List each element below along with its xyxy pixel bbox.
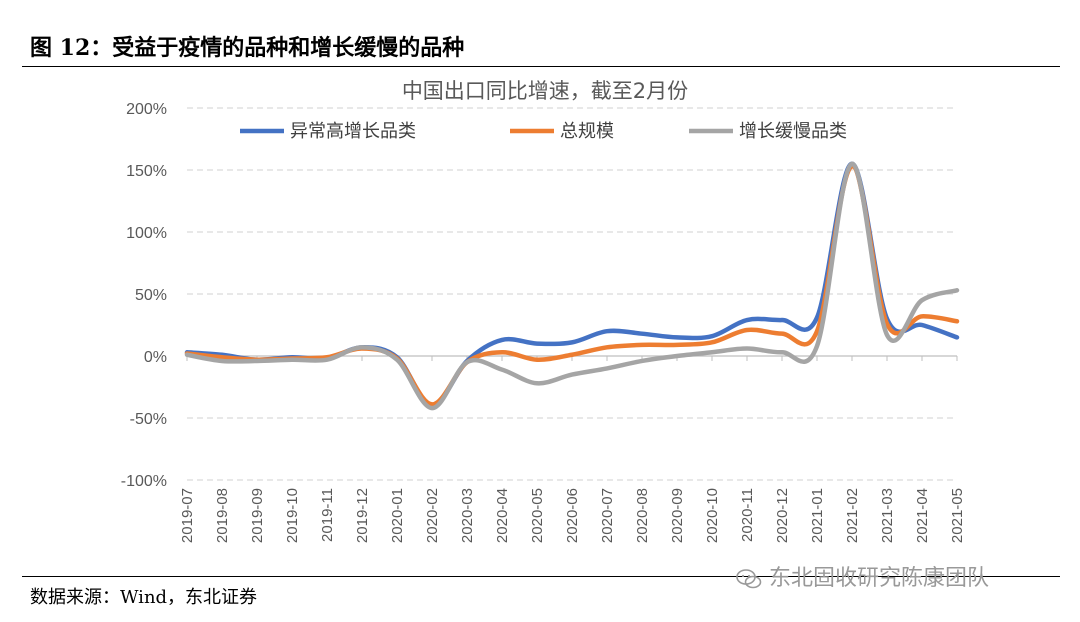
legend-label: 总规模 (560, 121, 614, 142)
x-tick-label: 2019-09 (249, 488, 266, 543)
x-tick-label: 2021-02 (844, 488, 861, 543)
y-axis-ticks: 200% 150% 100% 50% 0% -50% -100% (121, 101, 167, 490)
x-tick-label: 2020-04 (494, 488, 511, 543)
x-tick-label: 2020-03 (459, 488, 476, 543)
source-note: 数据来源：Wind，东北证券 (30, 587, 258, 608)
y-tick-label: 100% (126, 225, 167, 242)
y-tick-label: 0% (144, 349, 167, 366)
series-lines (184, 161, 960, 411)
x-tick-label: 2020-02 (424, 488, 441, 543)
x-tick-label: 2020-09 (669, 488, 686, 543)
legend-label: 增长缓慢品类 (739, 121, 847, 142)
series-line-3 (184, 161, 960, 411)
x-tick-label: 2020-07 (599, 488, 616, 543)
y-tick-label: -50% (130, 411, 167, 428)
top-rule (22, 66, 1060, 67)
x-tick-label: 2020-11 (739, 488, 756, 542)
x-tick-label: 2020-10 (704, 488, 721, 543)
x-tick-label: 2019-07 (179, 488, 196, 543)
x-tick-label: 2020-06 (564, 488, 581, 543)
watermark-text: 东北固收研究陈康团队 (769, 566, 990, 591)
wechat-icon (736, 569, 762, 589)
y-tick-label: -100% (121, 473, 167, 490)
x-tick-label: 2020-12 (774, 488, 791, 543)
y-tick-label: 50% (135, 287, 167, 304)
watermark: 东北固收研究陈康团队 (735, 560, 989, 592)
x-axis: 2019-07 2019-08 2019-09 2019-10 2019-11 2019-… (179, 355, 966, 543)
x-tick-label: 2019-11 (319, 488, 336, 542)
bottom-rule (22, 576, 1060, 577)
x-tick-label: 2021-01 (809, 488, 826, 543)
x-tick-label: 2021-04 (914, 488, 931, 543)
y-tick-label: 150% (126, 163, 167, 180)
legend-label: 异常高增长品类 (290, 121, 416, 142)
x-tick-label: 2019-10 (284, 488, 301, 543)
legend: 异常高增长品类 总规模 增长缓慢品类 (240, 121, 847, 142)
x-tick-label: 2019-12 (354, 488, 371, 543)
chart-title: 中国出口同比增速，截至2月份 (402, 79, 688, 103)
gridlines (187, 107, 957, 481)
x-tick-label: 2021-03 (879, 488, 896, 543)
x-tick-label: 2020-05 (529, 488, 546, 543)
x-tick-label: 2020-08 (634, 488, 651, 543)
x-tick-label: 2020-01 (389, 488, 406, 543)
x-tick-label: 2019-08 (214, 488, 231, 543)
x-tick-label: 2021-05 (949, 488, 966, 543)
y-tick-label: 200% (126, 101, 167, 118)
figure-title: 图 12：受益于疫情的品种和增长缓慢的品种 (30, 35, 465, 61)
